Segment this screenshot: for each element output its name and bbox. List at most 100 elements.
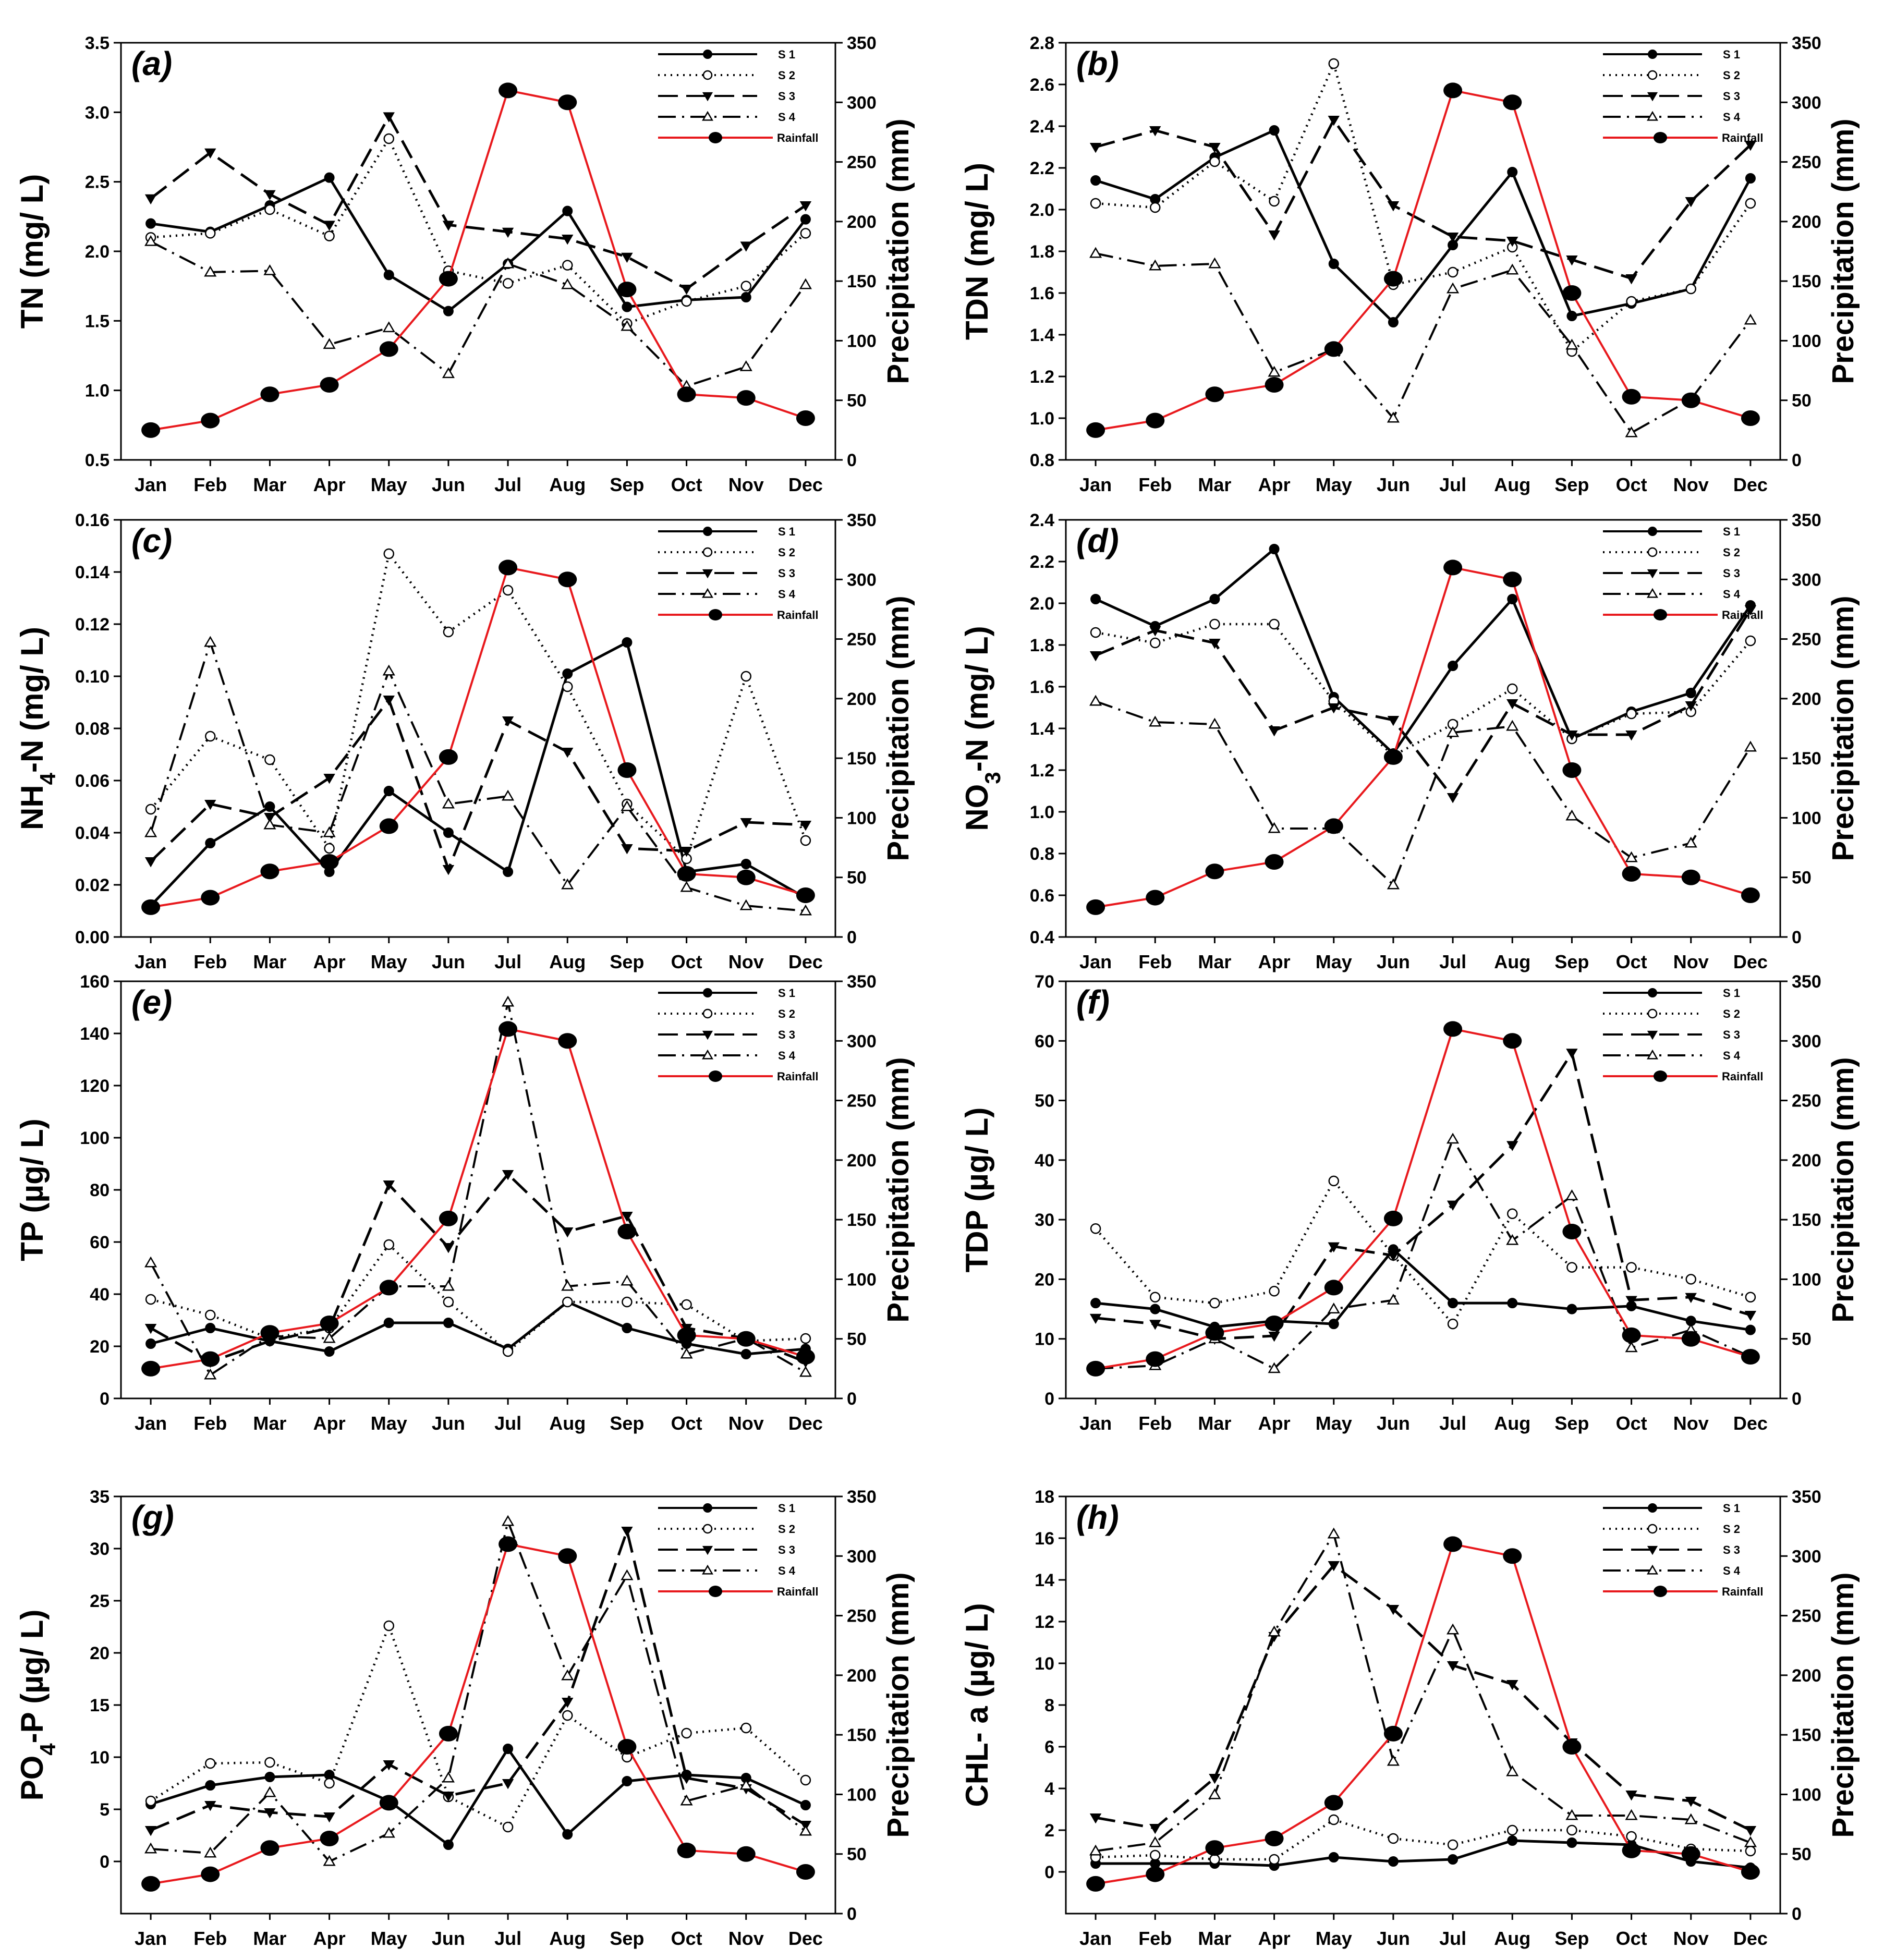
data-point-s4 — [561, 878, 574, 890]
data-point-s4 — [1744, 740, 1757, 752]
data-point-s3 — [1685, 701, 1697, 712]
series-line-s3 — [150, 115, 807, 290]
data-point-s4 — [382, 321, 395, 333]
data-point-s4 — [1565, 1189, 1578, 1200]
x-tick-label: Nov — [1673, 1928, 1709, 1949]
data-point-s4 — [204, 1368, 217, 1380]
series-line-s3 — [1095, 1564, 1752, 1832]
series-line-s4 — [150, 1520, 807, 1862]
data-point-s2 — [1328, 58, 1339, 69]
data-point-s4 — [263, 264, 276, 275]
x-tick-label: May — [371, 1413, 407, 1434]
rainfall-point — [796, 410, 815, 426]
y-tick-label: 10 — [90, 1748, 110, 1768]
legend-marker-s3 — [1647, 1545, 1658, 1555]
x-tick-label: Apr — [1258, 951, 1291, 972]
y-tick-label: 0.08 — [75, 719, 110, 739]
data-point-s2 — [502, 278, 514, 289]
y2-tick-label: 200 — [847, 689, 877, 709]
x-tick-label: Dec — [788, 1928, 823, 1949]
data-point-s4 — [263, 1786, 276, 1797]
x-tick-label: Jun — [432, 951, 465, 972]
rainfall-point — [1146, 1351, 1165, 1367]
rainfall-point — [1741, 887, 1760, 903]
y-tick-label: 1.0 — [1030, 802, 1054, 822]
data-point-s3 — [740, 818, 752, 829]
x-tick-label: Sep — [1554, 1928, 1589, 1949]
data-point-s3 — [1744, 1826, 1757, 1836]
legend-marker-s1 — [703, 50, 712, 59]
series-line-s2 — [1095, 623, 1752, 757]
data-point-s3 — [1209, 143, 1221, 153]
y-tick-label: 2.2 — [1030, 159, 1054, 178]
x-tick-label: Mar — [1198, 1413, 1231, 1434]
data-point-s1 — [145, 218, 156, 229]
series-line-s1 — [150, 1747, 806, 1846]
x-tick-label: Jul — [494, 1928, 521, 1949]
rainfall-point — [1622, 388, 1641, 405]
rainfall-point — [617, 282, 637, 298]
data-point-s1 — [1269, 544, 1280, 554]
data-point-s1 — [1090, 175, 1101, 186]
data-point-s4 — [1208, 257, 1221, 269]
data-point-s3 — [144, 194, 157, 205]
x-tick-label: Dec — [788, 474, 823, 495]
y2-tick-label: 200 — [847, 1151, 877, 1171]
data-point-s4 — [1387, 1294, 1400, 1305]
series-line-s4 — [150, 240, 807, 387]
x-tick-label: Aug — [1494, 951, 1530, 972]
data-point-s1 — [1388, 1856, 1399, 1867]
chart-panel-f: 0 10 20 30 40 50 60 70 0 50 100 150 200 250 300 350 Jan F… — [959, 972, 1860, 1434]
legend-label: S 3 — [1723, 567, 1740, 580]
legend-label: S 3 — [778, 1543, 795, 1556]
legend-marker-s1 — [703, 1503, 712, 1513]
data-point-s2 — [1090, 198, 1101, 209]
data-point-s4 — [621, 320, 634, 331]
x-tick-label: Jan — [135, 951, 167, 972]
x-tick-label: Oct — [671, 951, 702, 972]
x-tick-label: Mar — [1198, 951, 1231, 972]
rainfall-point — [677, 1842, 696, 1858]
chart-panel-d: 0.4 0.6 0.8 1.0 1.2 1.4 1.6 1.8 2.0 2.2 2.4 0 50 100 1… — [959, 510, 1860, 972]
y2-tick-label: 350 — [847, 1487, 877, 1507]
x-tick-label: Feb — [193, 951, 227, 972]
x-tick-label: Dec — [1733, 1413, 1768, 1434]
rainfall-point — [1503, 94, 1522, 111]
data-point-s3 — [1625, 1791, 1637, 1801]
data-point-s3 — [621, 1212, 633, 1222]
legend-label: Rainfall — [777, 1070, 818, 1083]
y2-axis-label: Precipitation (mm) — [881, 1057, 915, 1322]
legend-marker-s4 — [1647, 588, 1658, 598]
data-point-s2 — [1745, 198, 1756, 209]
y2-tick-label: 150 — [847, 749, 877, 769]
data-point-s3 — [502, 227, 514, 238]
rainfall-point — [439, 1210, 458, 1226]
legend-marker-s4 — [1647, 1049, 1658, 1060]
x-tick-label: May — [1316, 951, 1352, 972]
rainfall-point — [558, 571, 577, 588]
y2-tick-label: 150 — [1792, 749, 1821, 769]
y2-tick-label: 50 — [847, 1330, 867, 1349]
rainfall-point — [499, 82, 518, 99]
rainfall-point — [1562, 285, 1582, 301]
data-point-s3 — [740, 241, 752, 252]
y2-tick-label: 350 — [1792, 1487, 1821, 1507]
legend-marker-s2 — [1647, 1524, 1658, 1534]
data-point-s2 — [1745, 635, 1756, 647]
legend-marker-s4 — [702, 1564, 713, 1575]
legend-marker-s1 — [1648, 527, 1657, 536]
y2-tick-label: 0 — [847, 1904, 857, 1924]
x-tick-label: Sep — [610, 474, 644, 495]
y-axis-label: NH4-N (mg/ L) — [15, 627, 60, 830]
series-line-s2 — [1095, 1179, 1751, 1325]
x-tick-label: Aug — [1494, 474, 1530, 495]
rainfall-point — [379, 1795, 398, 1811]
y2-tick-label: 300 — [847, 1031, 877, 1051]
data-point-s1 — [800, 214, 811, 225]
data-point-s3 — [1328, 703, 1340, 714]
data-point-s4 — [1565, 809, 1578, 821]
data-point-s4 — [323, 1855, 336, 1866]
data-point-s1 — [324, 172, 335, 183]
series-line-s3 — [1095, 1051, 1751, 1341]
data-point-s4 — [502, 789, 515, 801]
